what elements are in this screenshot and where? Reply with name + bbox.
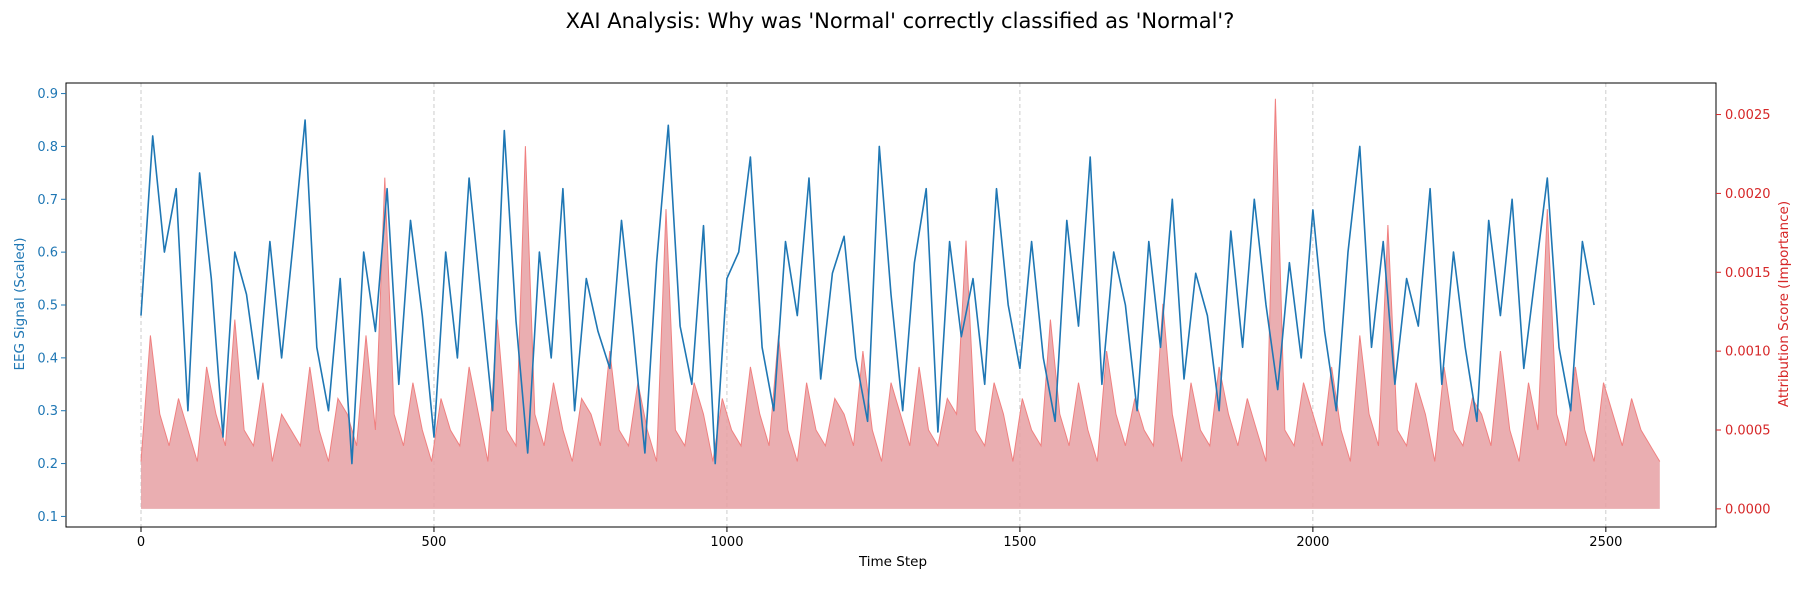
y-right-tick-label: 0.0020 (1725, 187, 1771, 202)
grid-layer (140, 83, 1607, 527)
x-tick-label: 1500 (1003, 535, 1036, 550)
y-right-tick-label: 0.0005 (1725, 423, 1771, 438)
y-axis-label-left: EEG Signal (Scaled) (12, 238, 28, 371)
eeg-signal-line (140, 119, 1595, 465)
y-left-tick-label: 0.6 (37, 246, 58, 261)
y-right-tick-label: 0.0000 (1725, 502, 1771, 517)
x-tick-label: 1000 (710, 535, 743, 550)
y-left-tick-label: 0.4 (37, 351, 58, 366)
y-left-tick-label: 0.3 (37, 404, 58, 419)
y-left-tick-label: 0.8 (37, 140, 58, 155)
y-right-tick-label: 0.0025 (1725, 108, 1771, 123)
x-tick-label: 2000 (1296, 535, 1329, 550)
x-axis-label: Time Step (858, 554, 927, 570)
x-tick-label: 500 (422, 535, 447, 550)
y-left-tick-label: 0.5 (37, 299, 58, 314)
chart-title: XAI Analysis: Why was 'Normal' correctly… (566, 9, 1235, 33)
attribution-line (140, 98, 1661, 462)
attribution-area (141, 98, 1660, 509)
y-right-tick-label: 0.0015 (1725, 266, 1771, 281)
y-left-tick-label: 0.1 (37, 510, 58, 525)
x-tick-label: 0 (137, 535, 145, 550)
signal-line-layer (140, 119, 1595, 465)
attribution-area-layer (140, 98, 1661, 509)
y-left-tick-label: 0.2 (37, 457, 58, 472)
y-right-tick-label: 0.0010 (1725, 345, 1771, 360)
x-tick-label: 2500 (1589, 535, 1622, 550)
y-axis-label-right: Attribution Score (Importance) (1776, 201, 1792, 407)
y-left-tick-label: 0.9 (37, 87, 58, 102)
axes-layer: 0 500 1000 1500 2000 2500 0.1 0.2 0.3 0.4 0.5 0.6 0.… (37, 82, 1771, 550)
y-left-tick-label: 0.7 (37, 193, 58, 208)
